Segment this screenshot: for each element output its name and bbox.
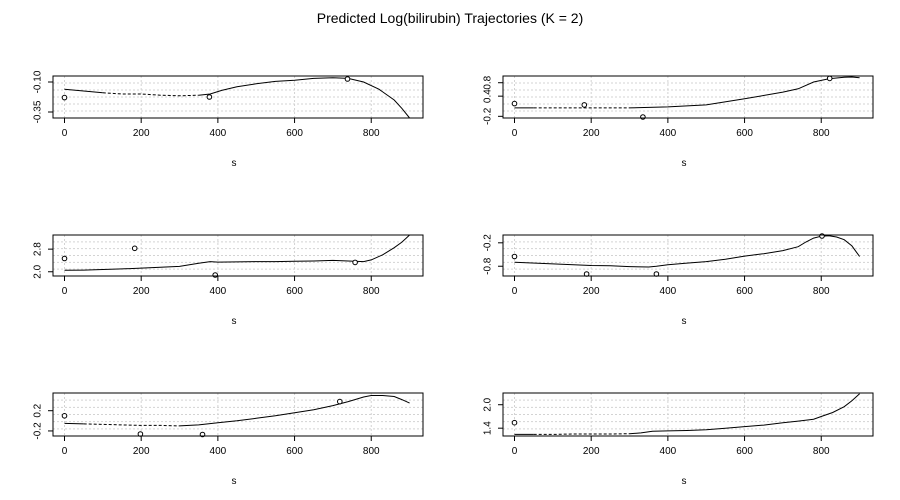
y-tick-label: 2.8 xyxy=(33,242,44,256)
y-tick-label: -0.10 xyxy=(33,70,44,93)
panel-5: 0 200 400 600 800 -0.2 0.2 s xyxy=(33,392,424,487)
x-tick-label: 0 xyxy=(62,286,68,297)
observation-point xyxy=(206,94,213,100)
y-tick-label: -0.2 xyxy=(483,107,494,125)
observation-point xyxy=(61,413,68,419)
trajectory-segment-2 xyxy=(83,423,180,427)
observation-point xyxy=(640,114,646,120)
grid xyxy=(503,76,873,118)
x-tick-label: 200 xyxy=(583,286,600,297)
x-tick-label: 800 xyxy=(363,446,380,457)
x-tick-label: 400 xyxy=(210,128,227,139)
x-tick-label: 600 xyxy=(736,446,753,457)
x-tick-label: 600 xyxy=(736,286,753,297)
grid xyxy=(503,235,873,276)
plot-frame xyxy=(502,392,874,437)
plot-frame xyxy=(52,75,424,119)
trajectory-segment-1 xyxy=(64,234,410,271)
grid xyxy=(53,235,423,276)
x-tick-label: 200 xyxy=(583,446,600,457)
y-tick-label: -0.35 xyxy=(33,100,44,123)
plot-frame xyxy=(502,75,874,119)
y-tick-label: -0.2 xyxy=(483,234,494,252)
observation-point xyxy=(61,94,68,101)
x-axis-label: s xyxy=(232,158,237,169)
y-tick-label: -0.8 xyxy=(483,257,494,275)
x-tick-label: 200 xyxy=(133,286,150,297)
trajectory-segment-1 xyxy=(64,88,103,94)
panel-2: 0 200 400 600 800 -0.2 0.40.8 s xyxy=(483,75,874,169)
x-axis-label: s xyxy=(682,158,687,169)
x-tick-label: 200 xyxy=(133,446,150,457)
observation-point xyxy=(337,398,343,405)
y-tick-label: 0.4 xyxy=(483,89,494,103)
x-tick-label: 800 xyxy=(813,128,830,139)
trajectory-segment-3 xyxy=(198,77,410,119)
y-tick-label: 0.2 xyxy=(33,403,44,417)
x-tick-label: 800 xyxy=(363,286,380,297)
trajectory-segment-3 xyxy=(629,393,860,435)
observation-point xyxy=(826,75,833,82)
observation-point xyxy=(581,102,588,108)
observation-point xyxy=(511,253,518,260)
observation-point xyxy=(131,245,138,252)
x-tick-label: 400 xyxy=(210,446,227,457)
x-tick-label: 400 xyxy=(660,286,677,297)
figure-title: Predicted Log(bilirubin) Trajectories (K… xyxy=(317,10,584,26)
plot-frame xyxy=(52,392,424,437)
y-tick-label: 2.0 xyxy=(483,397,494,411)
panels-container: 0 200 400 600 800 -0.35 -0.10 s 0 200 400 600 800 -0.… xyxy=(33,70,874,487)
x-tick-label: 200 xyxy=(133,128,150,139)
observation-point xyxy=(511,100,518,107)
x-axis-label: s xyxy=(232,316,237,327)
x-tick-label: 400 xyxy=(210,286,227,297)
trajectory-segment-1 xyxy=(514,235,861,268)
x-tick-label: 400 xyxy=(660,446,677,457)
y-tick-label: 1.4 xyxy=(483,421,494,435)
x-axis-label: s xyxy=(682,316,687,327)
observation-point xyxy=(61,255,68,262)
observation-point xyxy=(819,233,825,239)
x-tick-label: 0 xyxy=(512,128,518,139)
x-tick-label: 400 xyxy=(660,128,677,139)
panel-4: 0 200 400 600 800 -0.8 -0.2 s xyxy=(483,233,874,327)
y-tick-label: 2.0 xyxy=(33,264,44,278)
grid xyxy=(503,393,873,436)
x-tick-label: 600 xyxy=(286,128,303,139)
x-tick-label: 0 xyxy=(62,128,68,139)
trajectory-segment-1 xyxy=(64,422,84,425)
grid xyxy=(53,393,423,436)
panel-1: 0 200 400 600 800 -0.35 -0.10 s xyxy=(33,70,424,169)
x-tick-label: 600 xyxy=(286,286,303,297)
plot-frame xyxy=(502,234,874,277)
observation-point xyxy=(511,419,518,426)
x-tick-label: 800 xyxy=(363,128,380,139)
y-tick-label: 0.8 xyxy=(483,75,494,89)
trajectory-segment-3 xyxy=(179,395,410,427)
grid xyxy=(53,76,423,118)
panel-6: 0 200 400 600 800 1.4 2.0 s xyxy=(483,392,874,487)
x-axis-label: s xyxy=(232,476,237,487)
x-tick-label: 800 xyxy=(813,286,830,297)
x-tick-label: 800 xyxy=(813,446,830,457)
panel-3: 0 200 400 600 800 2.0 2.8 s xyxy=(33,234,424,327)
y-tick-label: -0.2 xyxy=(33,422,44,440)
trajectory-segment-2 xyxy=(533,433,630,435)
plot-frame xyxy=(52,234,424,277)
x-tick-label: 0 xyxy=(62,446,68,457)
x-tick-label: 600 xyxy=(736,128,753,139)
trajectory-segment-2 xyxy=(102,92,199,97)
observation-point xyxy=(344,76,351,82)
trajectory-segment-3 xyxy=(629,76,860,109)
x-tick-label: 200 xyxy=(583,128,600,139)
observation-point xyxy=(352,259,358,266)
x-axis-label: s xyxy=(682,476,687,487)
x-tick-label: 0 xyxy=(512,446,518,457)
x-tick-label: 600 xyxy=(286,446,303,457)
observation-point xyxy=(212,272,218,278)
x-tick-label: 0 xyxy=(512,286,518,297)
